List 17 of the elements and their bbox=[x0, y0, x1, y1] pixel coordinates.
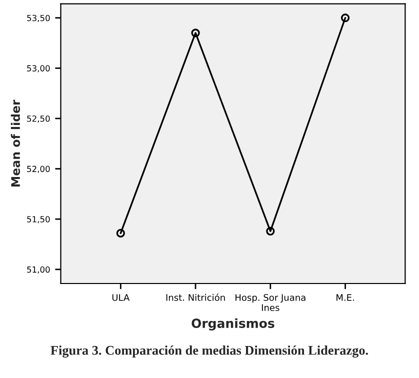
y-tick-label: 51,00 bbox=[27, 266, 50, 274]
point bbox=[266, 226, 275, 236]
y-tick-label: 53,00 bbox=[27, 65, 50, 72]
point bbox=[191, 28, 200, 38]
point bbox=[116, 228, 125, 238]
x-tick-label: Hosp. Sor Juana Ines bbox=[236, 294, 306, 312]
x-tick-label: Inst. Nitrición bbox=[166, 294, 225, 301]
y-axis-title: Mean of lider bbox=[10, 100, 20, 187]
y-tick-label: 51,50 bbox=[27, 216, 50, 224]
x-tick-label: M.E. bbox=[336, 294, 354, 301]
y-tick-label: 52,50 bbox=[27, 115, 50, 123]
x-tick-label: ULA bbox=[112, 294, 130, 301]
point bbox=[340, 14, 350, 22]
y-tick-label: 53,50 bbox=[27, 14, 50, 22]
y-tick-label: 52,00 bbox=[27, 166, 50, 173]
text: Figura 3. Comparación de medias Dimensión Liderazgo. bbox=[50, 346, 368, 358]
x-axis-title: Organismos bbox=[192, 318, 274, 331]
